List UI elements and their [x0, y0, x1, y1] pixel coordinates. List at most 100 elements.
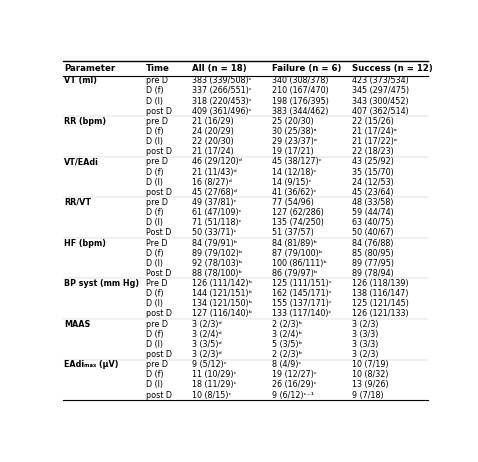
Text: 126 (118/139): 126 (118/139)	[352, 279, 409, 288]
Text: 3 (3/3): 3 (3/3)	[352, 330, 378, 339]
Text: Failure (n = 6): Failure (n = 6)	[272, 64, 341, 73]
Text: 92 (78/103)ᵇ: 92 (78/103)ᵇ	[192, 259, 242, 268]
Text: BP syst (mm Hg): BP syst (mm Hg)	[64, 279, 139, 288]
Text: D (f): D (f)	[146, 330, 164, 339]
Text: 3 (2/3): 3 (2/3)	[352, 320, 379, 328]
Text: pre D: pre D	[146, 360, 168, 369]
Text: post D: post D	[146, 390, 173, 400]
Text: 89 (77/95): 89 (77/95)	[352, 259, 394, 268]
Text: D (f): D (f)	[146, 371, 164, 379]
Text: 125 (121/145): 125 (121/145)	[352, 299, 409, 308]
Text: RR/VT: RR/VT	[64, 198, 91, 207]
Text: D (l): D (l)	[146, 178, 163, 187]
Text: 50 (33/71)ᶜ: 50 (33/71)ᶜ	[192, 228, 236, 237]
Text: Pre D: Pre D	[146, 279, 168, 288]
Text: 3 (2/3)ᵈ: 3 (2/3)ᵈ	[192, 320, 222, 328]
Text: 10 (8/15)ᶜ: 10 (8/15)ᶜ	[192, 390, 231, 400]
Text: 63 (40/75): 63 (40/75)	[352, 218, 393, 227]
Text: VT (ml): VT (ml)	[64, 76, 97, 85]
Text: pre D: pre D	[146, 76, 168, 85]
Text: 41 (36/62)ᶜ: 41 (36/62)ᶜ	[272, 188, 316, 197]
Text: 45 (23/64): 45 (23/64)	[352, 188, 393, 197]
Text: 2 (2/3)ᵇ: 2 (2/3)ᵇ	[272, 320, 302, 328]
Text: D (l): D (l)	[146, 259, 163, 268]
Text: 2 (2/3)ᵇ: 2 (2/3)ᵇ	[272, 350, 302, 359]
Text: post D: post D	[146, 107, 173, 116]
Text: 3 (2/4)ᵇ: 3 (2/4)ᵇ	[272, 330, 302, 339]
Text: 126 (111/142)ᵇ: 126 (111/142)ᵇ	[192, 279, 252, 288]
Text: pre D: pre D	[146, 198, 168, 207]
Text: D (f): D (f)	[146, 86, 164, 96]
Text: 18 (11/29)ᶜ: 18 (11/29)ᶜ	[192, 380, 236, 389]
Text: 100 (86/111)ᵇ: 100 (86/111)ᵇ	[272, 259, 327, 268]
Text: 84 (76/88): 84 (76/88)	[352, 238, 393, 248]
Text: D (l): D (l)	[146, 299, 163, 308]
Text: post D: post D	[146, 147, 173, 156]
Text: 89 (79/102)ᵇ: 89 (79/102)ᵇ	[192, 249, 242, 258]
Text: D (f): D (f)	[146, 249, 164, 258]
Text: 61 (47/109)ᶜ: 61 (47/109)ᶜ	[192, 208, 241, 217]
Text: 340 (308/378): 340 (308/378)	[272, 76, 328, 85]
Text: 9 (6/12)ᶜ⁻¹: 9 (6/12)ᶜ⁻¹	[272, 390, 314, 400]
Text: 21 (17/22)ᵃ: 21 (17/22)ᵃ	[352, 137, 397, 146]
Text: 21 (11/43)ᵈ: 21 (11/43)ᵈ	[192, 168, 237, 176]
Text: pre D: pre D	[146, 320, 168, 328]
Text: HF (bpm): HF (bpm)	[64, 238, 106, 248]
Text: 13 (9/26): 13 (9/26)	[352, 380, 389, 389]
Text: All (n = 18): All (n = 18)	[192, 64, 247, 73]
Text: 135 (74/250): 135 (74/250)	[272, 218, 324, 227]
Text: 24 (12/53): 24 (12/53)	[352, 178, 394, 187]
Text: 45 (38/127)ᶜ: 45 (38/127)ᶜ	[272, 158, 322, 166]
Text: 127 (116/140)ᵇ: 127 (116/140)ᵇ	[192, 310, 252, 318]
Text: 19 (17/21): 19 (17/21)	[272, 147, 314, 156]
Text: 84 (81/89)ᵇ: 84 (81/89)ᵇ	[272, 238, 317, 248]
Text: 51 (37/57): 51 (37/57)	[272, 228, 314, 237]
Text: VT/EAdi: VT/EAdi	[64, 158, 99, 166]
Text: D (f): D (f)	[146, 289, 164, 298]
Text: 345 (297/475): 345 (297/475)	[352, 86, 409, 96]
Text: 134 (121/150)ᵇ: 134 (121/150)ᵇ	[192, 299, 252, 308]
Text: Pre D: Pre D	[146, 238, 168, 248]
Text: 133 (117/140)ᶜ: 133 (117/140)ᶜ	[272, 310, 331, 318]
Text: 21 (17/24)ᵃ: 21 (17/24)ᵃ	[352, 127, 397, 136]
Text: 19 (12/27)ᶜ: 19 (12/27)ᶜ	[272, 371, 316, 379]
Text: D (l): D (l)	[146, 340, 163, 349]
Text: 26 (16/29)ᶜ: 26 (16/29)ᶜ	[272, 380, 316, 389]
Text: pre D: pre D	[146, 117, 168, 126]
Text: 71 (51/118)ᶜ: 71 (51/118)ᶜ	[192, 218, 241, 227]
Text: Post D: Post D	[146, 269, 172, 278]
Text: 87 (79/100)ᵇ: 87 (79/100)ᵇ	[272, 249, 322, 258]
Text: 45 (27/68)ᵈ: 45 (27/68)ᵈ	[192, 188, 237, 197]
Text: 84 (79/91)ᵇ: 84 (79/91)ᵇ	[192, 238, 237, 248]
Text: 337 (266/551)ᶜ: 337 (266/551)ᶜ	[192, 86, 251, 96]
Text: pre D: pre D	[146, 158, 168, 166]
Text: 9 (5/12)ᶜ: 9 (5/12)ᶜ	[192, 360, 227, 369]
Text: 14 (12/18)ᶜ: 14 (12/18)ᶜ	[272, 168, 316, 176]
Text: 30 (25/38)ᵃ: 30 (25/38)ᵃ	[272, 127, 316, 136]
Text: 35 (15/70): 35 (15/70)	[352, 168, 394, 176]
Text: D (l): D (l)	[146, 380, 163, 389]
Text: 16 (8/27)ᵈ: 16 (8/27)ᵈ	[192, 178, 232, 187]
Text: 155 (137/171)ᶜ: 155 (137/171)ᶜ	[272, 299, 332, 308]
Text: 77 (54/96): 77 (54/96)	[272, 198, 314, 207]
Text: 85 (80/95): 85 (80/95)	[352, 249, 394, 258]
Text: 383 (344/462): 383 (344/462)	[272, 107, 328, 116]
Text: 59 (44/74): 59 (44/74)	[352, 208, 394, 217]
Text: 21 (16/29): 21 (16/29)	[192, 117, 234, 126]
Text: 22 (20/30): 22 (20/30)	[192, 137, 234, 146]
Text: 343 (300/452): 343 (300/452)	[352, 97, 409, 105]
Text: 125 (111/151)ᶜ: 125 (111/151)ᶜ	[272, 279, 331, 288]
Text: 24 (20/29): 24 (20/29)	[192, 127, 234, 136]
Text: D (l): D (l)	[146, 97, 163, 105]
Text: 29 (23/37)ᵃ: 29 (23/37)ᵃ	[272, 137, 317, 146]
Text: 43 (25/92): 43 (25/92)	[352, 158, 394, 166]
Text: 3 (3/3): 3 (3/3)	[352, 340, 378, 349]
Text: 14 (9/15)ᶜ: 14 (9/15)ᶜ	[272, 178, 311, 187]
Text: 10 (7/19): 10 (7/19)	[352, 360, 389, 369]
Text: 126 (121/133): 126 (121/133)	[352, 310, 409, 318]
Text: 210 (167/470): 210 (167/470)	[272, 86, 328, 96]
Text: 3 (2/3): 3 (2/3)	[352, 350, 379, 359]
Text: 86 (79/97)ᵇ: 86 (79/97)ᵇ	[272, 269, 317, 278]
Text: Post D: Post D	[146, 228, 172, 237]
Text: 138 (116/147): 138 (116/147)	[352, 289, 408, 298]
